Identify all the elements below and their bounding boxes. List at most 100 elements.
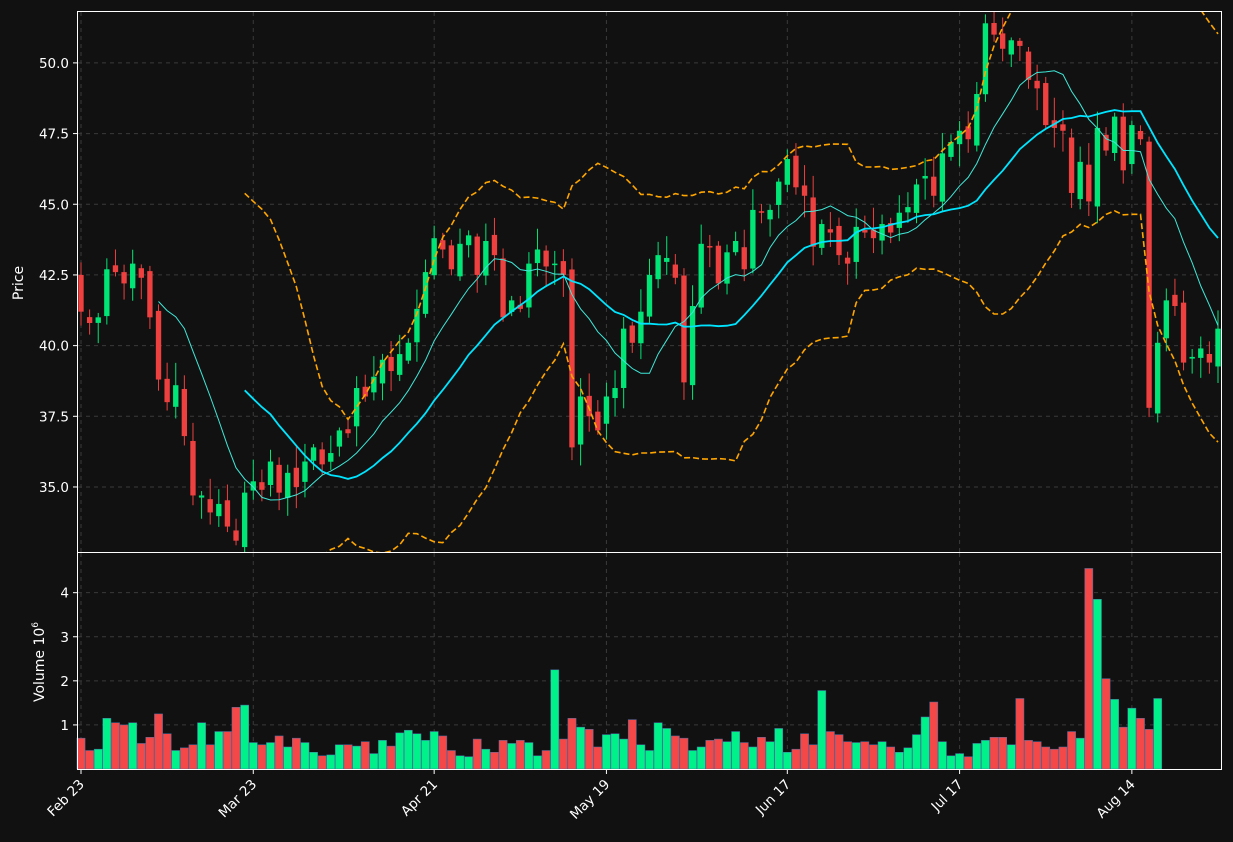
candle-body bbox=[767, 209, 773, 220]
candle-body bbox=[181, 388, 188, 437]
volume-bar bbox=[352, 745, 361, 770]
candle-body bbox=[888, 223, 894, 233]
candle-body bbox=[1103, 134, 1109, 151]
volume-bar bbox=[1006, 744, 1016, 770]
candle-body bbox=[689, 306, 696, 386]
candle-body bbox=[121, 272, 127, 284]
candle-body bbox=[1017, 40, 1023, 46]
volume-bar bbox=[360, 741, 370, 770]
candle-body bbox=[913, 184, 920, 213]
candle-body bbox=[1146, 141, 1152, 408]
candle-body bbox=[526, 263, 532, 308]
price-tick-label: 37.5 bbox=[39, 409, 69, 425]
candle-body bbox=[86, 317, 93, 323]
volume-bar bbox=[1118, 726, 1128, 770]
candle-body bbox=[801, 185, 808, 196]
volume-bar bbox=[627, 719, 637, 770]
volume-bar bbox=[76, 737, 86, 770]
volume-bar bbox=[739, 742, 749, 770]
candle-body bbox=[431, 238, 437, 276]
candle-body bbox=[302, 461, 308, 482]
volume-bar bbox=[455, 755, 465, 770]
candle-body bbox=[1034, 80, 1040, 89]
candle-body bbox=[1206, 353, 1213, 363]
candle-body bbox=[931, 176, 937, 196]
volume-bar bbox=[223, 731, 232, 770]
volume-bar bbox=[696, 746, 706, 770]
volume-bar bbox=[197, 722, 206, 770]
volume-tick-label: 4 bbox=[60, 586, 69, 602]
volume-bar bbox=[989, 737, 999, 770]
candle-body bbox=[259, 482, 265, 490]
volume-tick-label: 1 bbox=[60, 718, 69, 734]
volume-bar bbox=[1110, 699, 1119, 770]
volume-bar bbox=[317, 755, 327, 770]
volume-bar bbox=[438, 735, 448, 770]
volume-bar bbox=[886, 746, 896, 770]
volume-bar bbox=[860, 741, 870, 770]
volume-bar bbox=[111, 722, 120, 770]
candle-body bbox=[853, 226, 859, 262]
candle-body bbox=[379, 359, 386, 384]
candle-body bbox=[104, 269, 110, 317]
volume-bar bbox=[782, 751, 792, 770]
candle-body bbox=[612, 388, 618, 399]
candle-body bbox=[862, 230, 868, 233]
volume-bar bbox=[162, 733, 172, 770]
candle-body bbox=[164, 378, 170, 403]
candle-body bbox=[130, 263, 136, 289]
volume-bar bbox=[335, 744, 344, 770]
candle-body bbox=[758, 211, 765, 213]
candle-body bbox=[414, 308, 420, 343]
volume-bar bbox=[395, 732, 405, 770]
bollinger-lower-line bbox=[326, 210, 1219, 552]
candle-body bbox=[707, 246, 713, 248]
volume-bar bbox=[300, 742, 310, 770]
candle-body bbox=[810, 197, 816, 247]
candle-body bbox=[664, 257, 670, 262]
volume-bar bbox=[214, 731, 224, 770]
candle-body bbox=[1060, 124, 1066, 131]
volume-bar bbox=[1024, 740, 1033, 770]
candle-body bbox=[741, 247, 747, 270]
volume-bar bbox=[205, 744, 215, 770]
candle-body bbox=[956, 130, 963, 145]
candle-body bbox=[491, 234, 498, 256]
volume-bar bbox=[593, 746, 603, 770]
volume-bar bbox=[171, 750, 181, 770]
candle-body bbox=[474, 236, 480, 275]
candle-body bbox=[629, 325, 635, 343]
candle-body bbox=[698, 243, 704, 308]
candle-body bbox=[147, 271, 153, 318]
volume-bar bbox=[559, 738, 568, 770]
volume-bar bbox=[894, 751, 904, 770]
candle-body bbox=[233, 530, 239, 541]
candle-body bbox=[155, 310, 162, 380]
candle-body bbox=[1189, 356, 1195, 359]
candle-body bbox=[388, 356, 394, 372]
candle-body bbox=[1180, 302, 1187, 363]
candle-body bbox=[732, 241, 739, 253]
candle-body bbox=[173, 385, 179, 407]
volume-bar bbox=[748, 746, 758, 770]
candle-body bbox=[776, 181, 782, 205]
volume-bar bbox=[1041, 746, 1051, 770]
volume-bar bbox=[102, 718, 112, 770]
volume-bar bbox=[248, 742, 258, 770]
volume-bar bbox=[679, 737, 689, 770]
candle-body bbox=[1043, 83, 1049, 126]
volume-bar bbox=[412, 733, 422, 770]
candle-body bbox=[112, 265, 119, 273]
candle-body bbox=[353, 388, 360, 427]
volume-bar bbox=[972, 743, 982, 770]
volume-bar bbox=[378, 740, 387, 770]
candle-body bbox=[1137, 131, 1144, 140]
candle-body bbox=[870, 229, 877, 239]
volume-bar bbox=[472, 738, 482, 770]
candle-body bbox=[95, 317, 101, 323]
candle-body bbox=[620, 328, 627, 388]
volume-bar bbox=[938, 741, 947, 770]
volume-bar bbox=[257, 744, 267, 770]
volume-bar bbox=[240, 704, 250, 770]
candle-body bbox=[78, 274, 84, 312]
